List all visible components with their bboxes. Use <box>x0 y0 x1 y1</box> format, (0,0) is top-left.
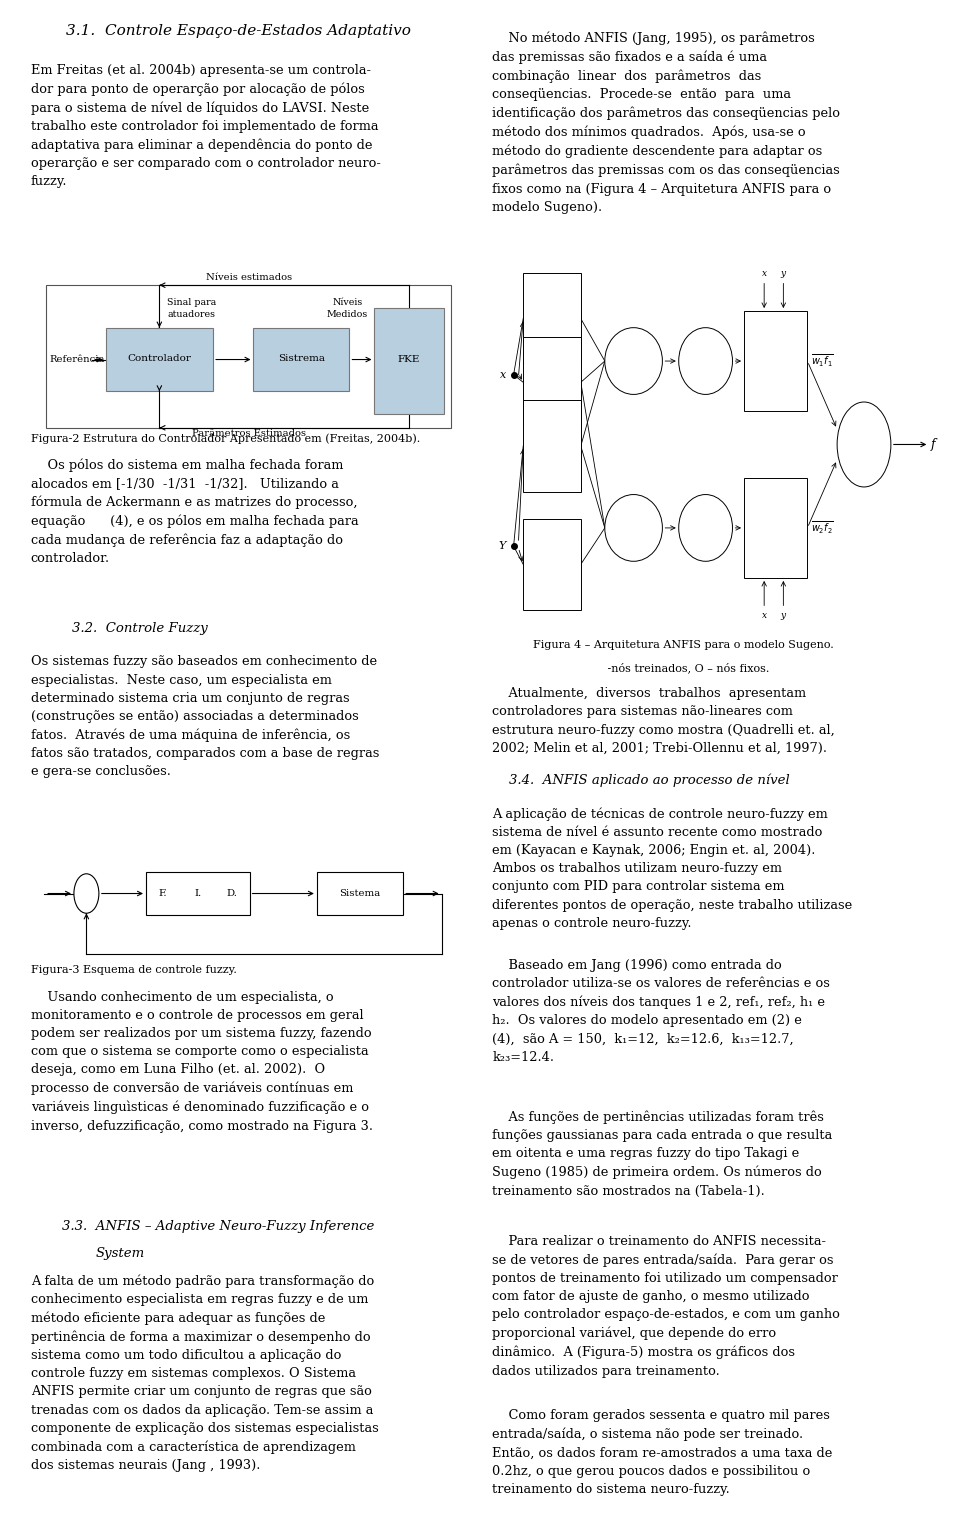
FancyBboxPatch shape <box>106 328 213 391</box>
Ellipse shape <box>605 328 662 394</box>
Text: Figura 4 – Arquitetura ANFIS para o modelo Sugeno.: Figura 4 – Arquitetura ANFIS para o mode… <box>533 640 834 651</box>
Text: As funções de pertinências utilizadas foram três
funções gaussianas para cada en: As funções de pertinências utilizadas fo… <box>492 1110 832 1197</box>
Text: $\overline{w_1 f_1}$: $\overline{w_1 f_1}$ <box>811 353 834 369</box>
Text: Referência: Referência <box>50 355 106 364</box>
Text: Em Freitas (et al. 2004b) apresenta-se um controla-
dor para ponto de operarção : Em Freitas (et al. 2004b) apresenta-se u… <box>31 64 380 188</box>
Text: B1: B1 <box>545 441 559 451</box>
Text: Sistema: Sistema <box>340 889 380 898</box>
Text: x: x <box>761 611 767 620</box>
Ellipse shape <box>679 328 732 394</box>
Text: Os pólos do sistema em malha fechada foram
alocados em [-1/30  -1/31  -1/32].   : Os pólos do sistema em malha fechada for… <box>31 458 358 564</box>
Text: 3.4.  ANFIS aplicado ao processo de nível: 3.4. ANFIS aplicado ao processo de nível <box>509 774 789 787</box>
FancyBboxPatch shape <box>253 328 349 391</box>
Text: f: f <box>931 438 936 451</box>
Text: Para realizar o treinamento do ANFIS necessita-
se de vetores de pares entrada/s: Para realizar o treinamento do ANFIS nec… <box>492 1235 840 1377</box>
Text: A falta de um método padrão para transformação do
conhecimento especialista em r: A falta de um método padrão para transfo… <box>31 1274 378 1471</box>
Text: Figura-2 Estrutura do Controlador Apresentado em (Freitas, 2004b).: Figura-2 Estrutura do Controlador Aprese… <box>31 434 420 444</box>
FancyBboxPatch shape <box>146 872 250 915</box>
Text: Níveis
Medidos: Níveis Medidos <box>327 299 368 319</box>
Text: Como foram gerados sessenta e quatro mil pares
entrada/saída, o sistema não pode: Como foram gerados sessenta e quatro mil… <box>492 1409 833 1496</box>
Ellipse shape <box>605 495 662 561</box>
Text: 3.1.  Controle Espaço-de-Estados Adaptativo: 3.1. Controle Espaço-de-Estados Adaptati… <box>65 24 411 38</box>
Text: FKE: FKE <box>397 355 420 364</box>
Text: T: T <box>630 523 637 532</box>
Text: F.: F. <box>159 889 167 898</box>
Text: I.: I. <box>194 889 202 898</box>
Text: System: System <box>96 1247 145 1261</box>
FancyBboxPatch shape <box>523 273 581 364</box>
FancyBboxPatch shape <box>523 337 581 428</box>
FancyBboxPatch shape <box>523 519 581 610</box>
FancyBboxPatch shape <box>317 872 403 915</box>
Ellipse shape <box>837 402 891 487</box>
Text: No método ANFIS (Jang, 1995), os parâmetros
das premissas são fixados e a saída : No método ANFIS (Jang, 1995), os parâmet… <box>492 32 841 214</box>
Text: Controlador: Controlador <box>128 353 191 363</box>
Text: y: y <box>780 611 786 620</box>
Text: D.: D. <box>227 889 238 898</box>
Text: Atualmente,  diversos  trabalhos  apresentam
controladores para sistemas não-lin: Atualmente, diversos trabalhos apresenta… <box>492 687 835 755</box>
Text: A aplicação de técnicas de controle neuro-fuzzy em
sistema de nível é assunto re: A aplicação de técnicas de controle neur… <box>492 807 852 930</box>
Text: Figura-3 Esquema de controle fuzzy.: Figura-3 Esquema de controle fuzzy. <box>31 965 236 975</box>
Text: N: N <box>701 523 710 532</box>
FancyBboxPatch shape <box>744 311 807 411</box>
Text: Usando conhecimento de um especialista, o
monitoramento e o controle de processo: Usando conhecimento de um especialista, … <box>31 991 372 1133</box>
Text: Y: Y <box>498 542 506 551</box>
Text: $\Sigma$: $\Sigma$ <box>858 437 870 452</box>
Circle shape <box>74 874 99 913</box>
Ellipse shape <box>679 495 732 561</box>
FancyBboxPatch shape <box>374 308 444 414</box>
Text: T: T <box>630 356 637 366</box>
Text: N: N <box>701 356 710 366</box>
Text: $\overline{w_2 f_2}$: $\overline{w_2 f_2}$ <box>811 520 834 536</box>
Text: A2: A2 <box>545 378 559 387</box>
Text: x: x <box>761 269 767 278</box>
Text: 3.2.  Controle Fuzzy: 3.2. Controle Fuzzy <box>72 622 207 636</box>
Text: Sistrema: Sistrema <box>278 353 324 363</box>
Text: Parâmetros Estimados: Parâmetros Estimados <box>192 429 305 438</box>
Text: x: x <box>499 370 506 379</box>
Text: -nós treinados, O – nós fixos.: -nós treinados, O – nós fixos. <box>597 663 770 674</box>
Text: B2: B2 <box>545 560 559 569</box>
Text: Sinal para
atuadores: Sinal para atuadores <box>167 299 217 319</box>
Text: A1: A1 <box>545 314 559 323</box>
FancyBboxPatch shape <box>523 400 581 492</box>
Text: 3.3.  ANFIS – Adaptive Neuro-Fuzzy Inference: 3.3. ANFIS – Adaptive Neuro-Fuzzy Infere… <box>62 1220 374 1233</box>
Text: Baseado em Jang (1996) como entrada do
controlador utiliza-se os valores de refe: Baseado em Jang (1996) como entrada do c… <box>492 959 830 1063</box>
FancyBboxPatch shape <box>46 285 451 428</box>
Text: Níveis estimados: Níveis estimados <box>205 273 292 282</box>
Text: Os sistemas fuzzy são baseados em conhecimento de
especialistas.  Neste caso, um: Os sistemas fuzzy são baseados em conhec… <box>31 655 379 778</box>
Text: y: y <box>780 269 786 278</box>
FancyBboxPatch shape <box>744 478 807 578</box>
